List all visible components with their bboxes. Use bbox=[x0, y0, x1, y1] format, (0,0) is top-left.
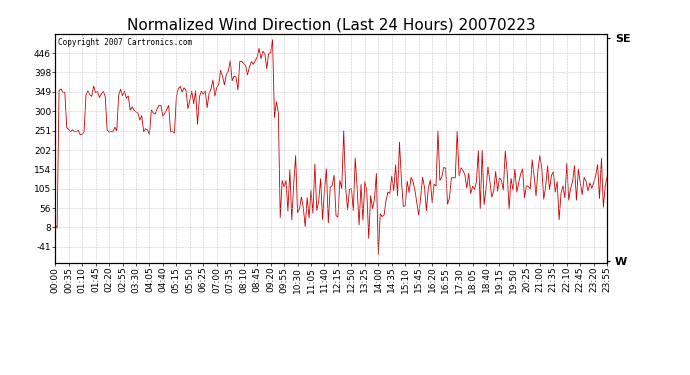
Text: Copyright 2007 Cartronics.com: Copyright 2007 Cartronics.com bbox=[58, 38, 192, 47]
Title: Normalized Wind Direction (Last 24 Hours) 20070223: Normalized Wind Direction (Last 24 Hours… bbox=[127, 18, 535, 33]
